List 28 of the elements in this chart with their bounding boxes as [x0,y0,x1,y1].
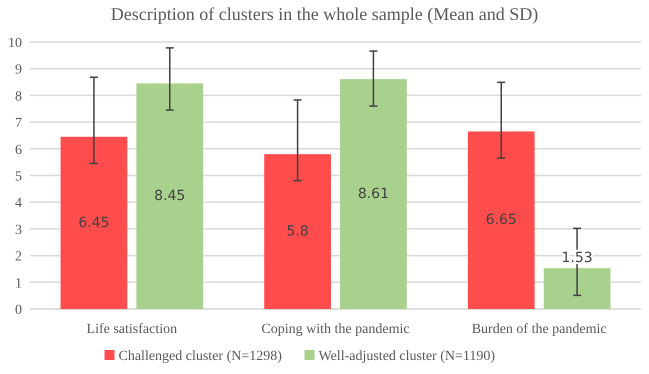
data-label: 8.61 [358,186,390,202]
x-tick-label: Life satisfaction [86,322,178,337]
bar [264,154,331,309]
y-tick-label: 9 [15,62,22,78]
y-tick-label: 6 [15,142,22,158]
y-tick-label: 0 [15,303,22,318]
bar [60,136,128,309]
y-tick-label: 10 [8,36,22,51]
bar [340,79,407,309]
x-tick-label: Burden of the pandemic [472,322,607,337]
data-label: 5.8 [286,224,309,240]
y-tick-label: 7 [15,116,22,132]
bar [544,268,610,309]
bar [136,83,204,309]
y-tick-label: 8 [15,89,22,104]
chart-title: Description of clusters in the whole sample (Mean and SD) [110,4,538,24]
bar [468,131,535,309]
y-tick-label: 3 [15,222,22,238]
y-tick-label: 5 [15,170,22,184]
data-label: 8.45 [154,188,186,204]
legend-label: Well-adjusted cluster (N=1190) [318,349,496,364]
legend-label: Challenged cluster (N=1298) [118,349,282,364]
data-label: 6.45 [78,214,110,231]
data-label: 6.65 [486,212,517,228]
y-tick-label: 4 [15,196,22,212]
x-tick-label: Coping with the pandemic [261,322,410,337]
y-tick-label: 1 [15,276,22,292]
y-tick-label: 2 [15,250,22,265]
